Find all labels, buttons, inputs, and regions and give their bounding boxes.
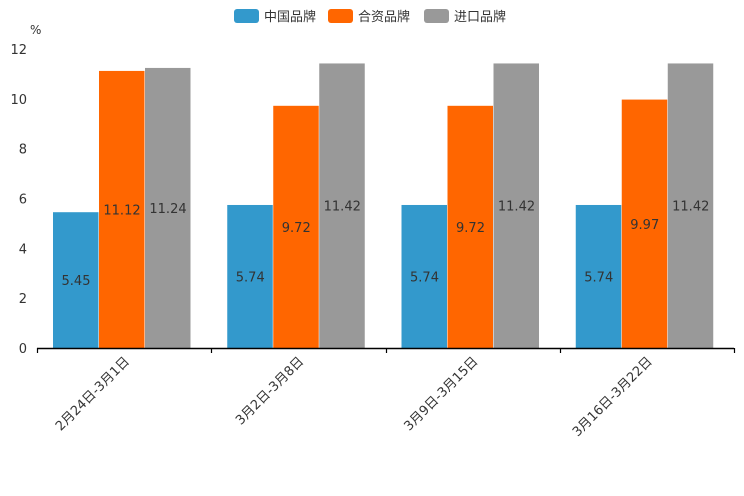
y-tick-label: 0 bbox=[19, 342, 27, 357]
bar bbox=[227, 204, 273, 348]
x-tick-label: 3月9日-3月15日 bbox=[402, 354, 482, 434]
bar bbox=[401, 204, 447, 348]
bar bbox=[621, 99, 668, 348]
data-label: 5.45 bbox=[62, 274, 91, 289]
bar bbox=[99, 70, 145, 348]
y-axis-unit-label: % bbox=[30, 23, 41, 37]
legend-label: 进口品牌 bbox=[454, 9, 506, 25]
data-label: 11.12 bbox=[103, 203, 140, 218]
data-label: 9.72 bbox=[456, 221, 485, 236]
bar bbox=[273, 105, 319, 348]
legend-swatch bbox=[424, 9, 449, 23]
data-label: 11.42 bbox=[498, 200, 535, 215]
data-label: 11.24 bbox=[149, 202, 186, 217]
x-tick-label: 3月16日-3月22日 bbox=[570, 354, 656, 440]
y-tick-label: 8 bbox=[19, 143, 27, 158]
y-tick-label: 2 bbox=[19, 292, 27, 307]
bar bbox=[319, 63, 365, 349]
data-label: 5.74 bbox=[584, 270, 613, 285]
data-label: 5.74 bbox=[236, 270, 265, 285]
y-tick-label: 4 bbox=[19, 242, 27, 257]
bars: 5.45 11.12 11.24 5.74 9.72 11.42 5.74 9.72 11.42… bbox=[53, 63, 714, 349]
data-label: 9.72 bbox=[282, 221, 311, 236]
y-tick-label: 6 bbox=[19, 193, 27, 208]
bar bbox=[447, 105, 493, 348]
x-axis: 2月24日-3月1日 3月2日-3月8日 3月9日-3月15日 3月16日-3月22日 bbox=[36, 347, 736, 440]
bar bbox=[145, 67, 191, 348]
data-label: 9.97 bbox=[630, 218, 659, 233]
y-tick-label: 12 bbox=[10, 43, 27, 58]
legend-swatch bbox=[328, 9, 353, 23]
x-tick-label: 3月2日-3月8日 bbox=[233, 354, 307, 428]
data-label: 11.42 bbox=[324, 200, 361, 215]
bar bbox=[575, 204, 622, 348]
bar bbox=[493, 63, 539, 349]
legend-label: 合资品牌 bbox=[358, 9, 410, 25]
legend-swatch bbox=[234, 9, 259, 23]
data-label: 11.42 bbox=[672, 200, 709, 215]
bar bbox=[53, 212, 99, 348]
bar bbox=[667, 63, 714, 349]
data-label: 5.74 bbox=[410, 270, 439, 285]
x-tick-label: 2月24日-3月1日 bbox=[53, 354, 133, 434]
y-tick-label: 10 bbox=[10, 93, 27, 108]
y-axis: 0 2 4 6 8 10 12 bbox=[10, 43, 27, 357]
legend-label: 中国品牌 bbox=[264, 9, 316, 25]
legend: 中国品牌 合资品牌 进口品牌 bbox=[234, 9, 506, 25]
